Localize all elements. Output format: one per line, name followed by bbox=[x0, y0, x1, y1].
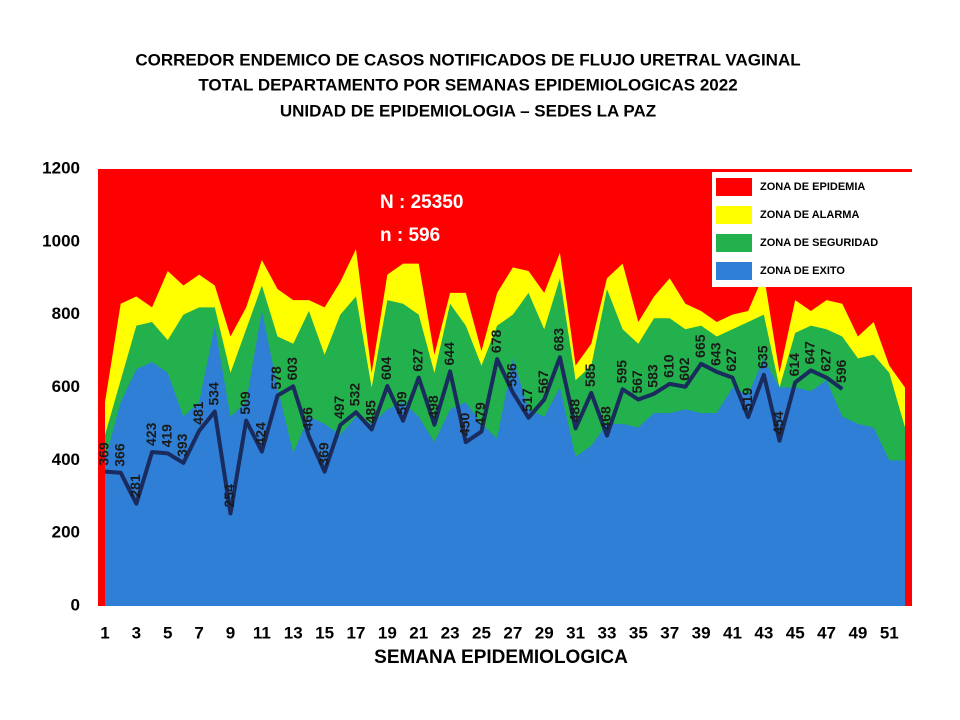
data-label: 481 bbox=[190, 401, 206, 425]
data-label: 369 bbox=[96, 442, 112, 466]
legend-label: ZONA DE EPIDEMIA bbox=[760, 181, 865, 193]
x-tick-label: 47 bbox=[817, 623, 836, 642]
data-label: 498 bbox=[425, 395, 441, 419]
y-tick-label: 400 bbox=[52, 450, 80, 469]
data-label: 586 bbox=[504, 363, 520, 387]
x-tick-label: 33 bbox=[597, 623, 616, 642]
data-label: 468 bbox=[598, 406, 614, 430]
data-label: 585 bbox=[582, 363, 598, 387]
legend-label: ZONA DE ALARMA bbox=[760, 209, 859, 221]
x-tick-label: 17 bbox=[347, 623, 366, 642]
y-tick-label: 1200 bbox=[42, 158, 80, 177]
data-label: 393 bbox=[174, 433, 190, 457]
x-tick-label: 39 bbox=[692, 623, 711, 642]
y-tick-label: 800 bbox=[52, 304, 80, 323]
x-tick-label: 35 bbox=[629, 623, 648, 642]
data-label: 509 bbox=[237, 391, 253, 415]
data-label: 450 bbox=[456, 413, 472, 437]
data-label: 424 bbox=[253, 422, 269, 446]
data-label: 419 bbox=[158, 424, 174, 448]
data-label: 647 bbox=[802, 341, 818, 365]
data-label: 519 bbox=[739, 387, 755, 411]
data-label: 423 bbox=[143, 422, 159, 446]
x-tick-label: 11 bbox=[253, 623, 271, 642]
data-label: 583 bbox=[645, 364, 661, 388]
y-tick-label: 600 bbox=[52, 377, 80, 396]
line bbox=[104, 355, 844, 516]
chart-title: CORREDOR ENDEMICO DE CASOS NOTIFICADOS D… bbox=[135, 50, 800, 69]
legend-label: ZONA DE SEGURIDAD bbox=[760, 237, 878, 249]
data-label: 595 bbox=[613, 360, 629, 384]
y-tick-label: 200 bbox=[52, 523, 80, 542]
data-label: 466 bbox=[300, 407, 316, 431]
data-label: 517 bbox=[519, 388, 535, 412]
x-tick-label: 37 bbox=[660, 623, 679, 642]
data-label: 254 bbox=[221, 484, 237, 508]
zone-area bbox=[105, 311, 905, 606]
annotation: n : 596 bbox=[380, 225, 440, 246]
x-tick-label: 13 bbox=[284, 623, 303, 642]
data-label: 479 bbox=[472, 402, 488, 426]
chart-title: UNIDAD DE EPIDEMIOLOGIA – SEDES LA PAZ bbox=[280, 101, 656, 120]
x-tick-label: 19 bbox=[378, 623, 397, 642]
data-label: 610 bbox=[660, 354, 676, 378]
data-label: 602 bbox=[676, 357, 692, 381]
x-tick-label: 3 bbox=[132, 623, 141, 642]
data-label: 603 bbox=[284, 357, 300, 381]
legend-swatch bbox=[716, 262, 752, 280]
data-label: 644 bbox=[441, 342, 457, 366]
data-label: 567 bbox=[629, 370, 645, 394]
x-tick-label: 25 bbox=[472, 623, 491, 642]
data-label: 627 bbox=[409, 348, 425, 372]
x-tick-label: 23 bbox=[441, 623, 460, 642]
legend-swatch bbox=[716, 234, 752, 252]
data-label: 683 bbox=[551, 328, 567, 352]
x-tick-label: 29 bbox=[535, 623, 554, 642]
data-label: 627 bbox=[723, 348, 739, 372]
data-label: 485 bbox=[362, 400, 378, 424]
data-label: 366 bbox=[111, 443, 127, 467]
x-tick-label: 15 bbox=[315, 623, 334, 642]
x-tick-label: 45 bbox=[786, 623, 805, 642]
legend-swatch bbox=[716, 178, 752, 196]
data-label: 567 bbox=[535, 370, 551, 394]
x-tick-label: 31 bbox=[566, 623, 585, 642]
data-label: 532 bbox=[347, 383, 363, 407]
legend-swatch bbox=[716, 206, 752, 224]
data-label: 281 bbox=[127, 474, 143, 498]
x-tick-label: 21 bbox=[409, 623, 428, 642]
data-label: 497 bbox=[331, 395, 347, 419]
data-label: 454 bbox=[770, 411, 786, 435]
data-label: 627 bbox=[817, 348, 833, 372]
chart-title: TOTAL DEPARTAMENTO POR SEMANAS EPIDEMIOL… bbox=[198, 75, 737, 94]
data-label: 596 bbox=[833, 359, 849, 383]
data-label: 678 bbox=[488, 330, 504, 354]
x-tick-label: 27 bbox=[503, 623, 522, 642]
x-tick-label: 7 bbox=[194, 623, 203, 642]
data-label: 534 bbox=[206, 382, 222, 406]
data-label: 578 bbox=[268, 366, 284, 390]
data-label: 635 bbox=[755, 345, 771, 369]
x-axis-label: SEMANA EPIDEMIOLOGICA bbox=[374, 647, 628, 668]
data-label: 369 bbox=[315, 442, 331, 466]
x-tick-label: 9 bbox=[226, 623, 235, 642]
x-tick-label: 5 bbox=[163, 623, 172, 642]
x-tick-label: 43 bbox=[754, 623, 773, 642]
x-tick-label: 51 bbox=[880, 623, 899, 642]
x-tick-label: 41 bbox=[723, 623, 742, 642]
x-tick-label: 1 bbox=[100, 623, 109, 642]
data-label: 614 bbox=[786, 353, 802, 377]
x-tick-label: 49 bbox=[848, 623, 867, 642]
data-label: 509 bbox=[394, 391, 410, 415]
data-label: 604 bbox=[378, 356, 394, 380]
data-label: 488 bbox=[566, 399, 582, 423]
annotation: N : 25350 bbox=[380, 192, 463, 213]
y-tick-label: 1000 bbox=[42, 231, 80, 250]
y-tick-label: 0 bbox=[71, 595, 80, 614]
legend-label: ZONA DE EXITO bbox=[760, 265, 845, 277]
data-label: 643 bbox=[707, 342, 723, 366]
data-label: 665 bbox=[692, 334, 708, 358]
